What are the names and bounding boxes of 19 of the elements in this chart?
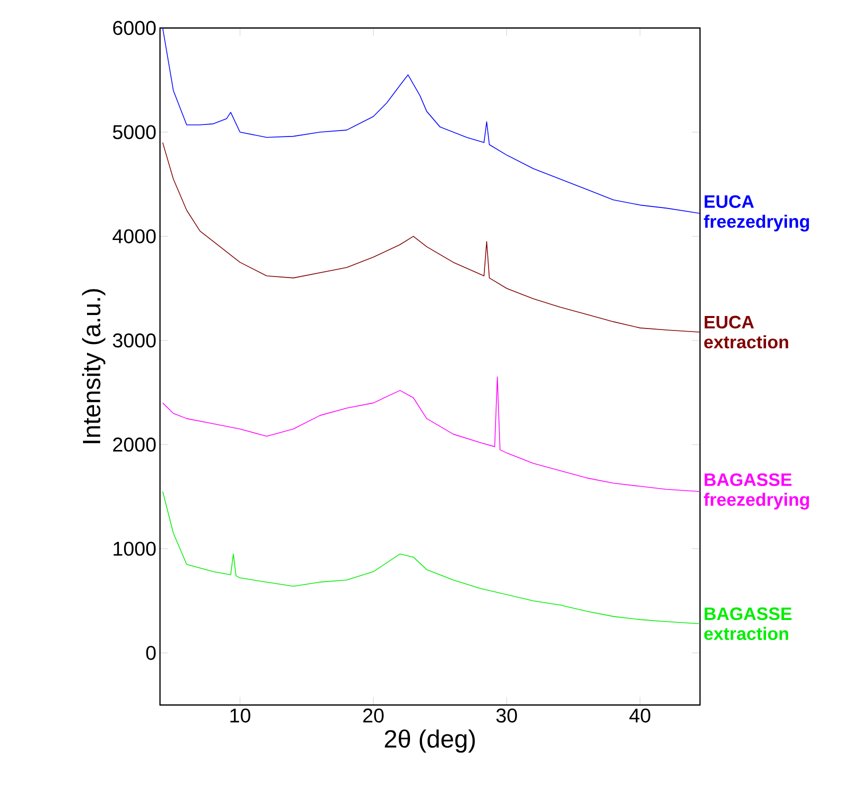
series-label: EUCA freezedrying bbox=[704, 195, 809, 232]
x-tick-label: 10 bbox=[230, 708, 250, 723]
y-tick-label: 1000 bbox=[114, 542, 156, 556]
y-tick-label: 3000 bbox=[112, 333, 156, 348]
y-tick-label: 6000 bbox=[113, 20, 156, 36]
x-tick-label: 20 bbox=[363, 708, 384, 723]
y-tick-label: 2000 bbox=[113, 438, 156, 452]
x-tick-label: 40 bbox=[629, 708, 650, 723]
series-label: BAGASSE extraction bbox=[704, 607, 792, 640]
y-tick-label: 5000 bbox=[112, 125, 156, 140]
line-series bbox=[162, 376, 700, 492]
y-axis-title: Intensity (a.u.) bbox=[82, 289, 106, 444]
y-tick-label: 0 bbox=[146, 646, 156, 660]
series-label: EUCA extraction bbox=[704, 316, 788, 348]
line-series bbox=[162, 28, 700, 214]
series-label: BAGASSE freezedrying bbox=[704, 473, 809, 510]
x-axis-title: 2θ (deg) bbox=[384, 729, 475, 753]
x-tick-label: 30 bbox=[496, 708, 517, 723]
y-tick-label: 4000 bbox=[112, 229, 156, 244]
